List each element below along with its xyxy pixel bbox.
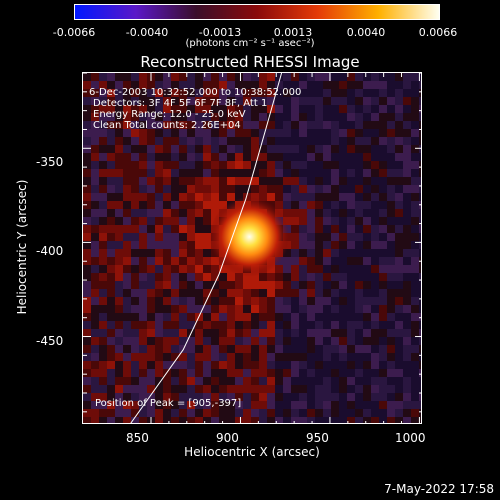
time-range-text: 6-Dec-2003 10:32:52.000 to 10:38:52.000	[89, 87, 302, 98]
colorbar-tick: -0.0066	[52, 26, 96, 39]
y-tick-label: -450	[36, 334, 64, 348]
x-tick-label: 1000	[395, 431, 426, 445]
heatmap-image	[83, 73, 421, 423]
colorbar-tick: -0.0040	[125, 26, 169, 39]
heatmap-cells	[83, 73, 421, 423]
y-axis-label: Heliocentric Y (arcsec)	[15, 179, 29, 315]
solar-limb-curve	[130, 73, 283, 423]
y-tick-label: -400	[36, 244, 64, 258]
clean-counts-text: Clean Total counts: 2.26E+04	[93, 120, 241, 131]
timestamp: 7-May-2022 17:58	[384, 482, 494, 496]
x-axis-label: Heliocentric X (arcsec)	[184, 445, 320, 459]
heatmap-svg	[83, 73, 421, 423]
colorbar-tick: -0.0013	[198, 26, 242, 39]
chart-title: Reconstructed RHESSI Image	[140, 53, 360, 71]
detectors-text: Detectors: 3F 4F 5F 6F 7F 8F, Att 1	[93, 98, 268, 109]
plot-area: 6-Dec-2003 10:32:52.000 to 10:38:52.000 …	[82, 72, 422, 424]
peak-source	[209, 196, 290, 277]
x-tick-label: 850	[126, 431, 149, 445]
x-tick-label: 950	[306, 431, 329, 445]
colorbar	[74, 4, 440, 20]
peak-position-text: Position of Peak = [905,-397]	[95, 398, 242, 409]
x-tick-label: 900	[216, 431, 239, 445]
colorbar-tick: 0.0066	[418, 26, 458, 39]
axis-ticks	[83, 73, 421, 423]
colorbar-tick: 0.0013	[273, 26, 313, 39]
energy-range-text: Energy Range: 12.0 - 25.0 keV	[93, 109, 246, 120]
colorbar-tick: 0.0040	[346, 26, 386, 39]
y-tick-label: -350	[36, 155, 64, 169]
colorbar-unit-label: (photons cm⁻² s⁻¹ asec⁻²)	[185, 38, 315, 49]
